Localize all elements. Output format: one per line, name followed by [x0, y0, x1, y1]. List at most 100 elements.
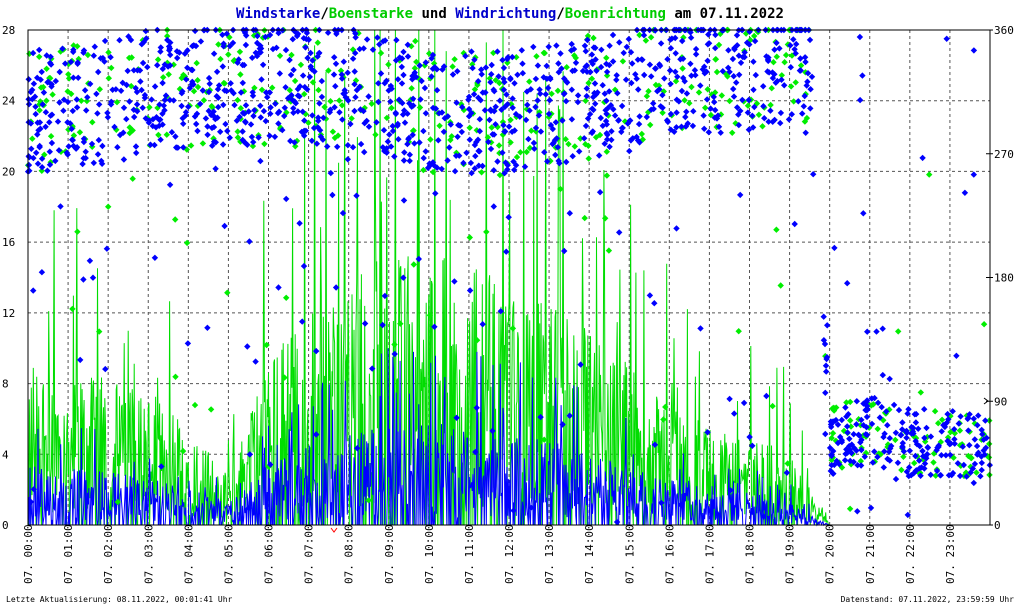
point-windrichtung: [107, 54, 114, 61]
point-windrichtung: [626, 147, 633, 155]
point-windrichtung: [454, 68, 461, 75]
point-windrichtung: [99, 54, 107, 62]
point-windrichtung: [220, 101, 227, 109]
point-windrichtung: [863, 413, 871, 421]
point-boenrichtung: [397, 320, 404, 327]
point-windrichtung: [582, 122, 590, 130]
point-boenrichtung: [337, 67, 345, 74]
point-boenrichtung: [288, 51, 295, 59]
point-windrichtung: [42, 109, 50, 116]
point-boenrichtung: [38, 167, 45, 174]
point-windrichtung: [389, 122, 396, 130]
point-windrichtung: [57, 203, 64, 210]
point-boenrichtung: [877, 451, 884, 458]
point-windrichtung: [581, 135, 588, 142]
point-boenrichtung: [660, 88, 667, 95]
point-windrichtung: [850, 431, 857, 438]
point-windrichtung: [673, 124, 680, 131]
point-boenrichtung: [194, 77, 201, 84]
point-windrichtung: [846, 446, 853, 454]
point-windrichtung: [860, 210, 867, 217]
point-windrichtung: [420, 154, 427, 162]
point-windrichtung: [745, 126, 753, 133]
point-windrichtung: [844, 423, 851, 430]
point-windrichtung: [194, 127, 201, 135]
y-left-tick-label: 12: [2, 307, 15, 320]
point-windrichtung: [400, 48, 407, 56]
point-boenrichtung: [322, 115, 330, 123]
point-windrichtung: [68, 125, 75, 133]
point-windrichtung: [657, 40, 665, 47]
point-boenrichtung: [643, 93, 651, 100]
point-windrichtung: [853, 447, 860, 454]
point-windrichtung: [978, 426, 985, 434]
point-boenrichtung: [96, 328, 103, 335]
point-windrichtung: [294, 108, 302, 115]
point-boenrichtung: [797, 62, 805, 69]
point-windrichtung: [351, 107, 358, 115]
point-windrichtung: [301, 127, 308, 134]
x-tick-label: 07. 05:00: [222, 524, 235, 584]
point-windrichtung: [222, 120, 229, 128]
point-boenrichtung: [29, 135, 36, 142]
point-windrichtung: [486, 116, 493, 124]
point-windrichtung: [101, 58, 108, 65]
point-windrichtung: [363, 36, 371, 43]
point-boenrichtung: [726, 97, 733, 105]
point-windrichtung: [516, 113, 523, 120]
point-windrichtung: [153, 114, 160, 121]
point-windrichtung: [127, 36, 135, 44]
point-windrichtung: [971, 436, 978, 443]
point-boenrichtung: [895, 328, 902, 335]
point-windrichtung: [46, 148, 53, 155]
point-windrichtung: [189, 66, 196, 74]
point-windrichtung: [908, 430, 915, 437]
point-boenrichtung: [686, 100, 693, 107]
point-windrichtung: [213, 68, 221, 75]
point-windrichtung: [46, 161, 54, 168]
point-windrichtung: [629, 135, 636, 142]
point-windrichtung: [654, 88, 661, 95]
point-windrichtung: [563, 158, 570, 166]
point-windrichtung: [283, 195, 290, 203]
point-windrichtung: [504, 55, 511, 63]
point-windrichtung: [948, 471, 955, 479]
point-boenrichtung: [695, 89, 703, 96]
point-windrichtung: [111, 123, 118, 131]
x-tick-label: 07. 19:00: [784, 524, 797, 584]
point-windrichtung: [170, 97, 177, 104]
point-windrichtung: [341, 89, 349, 97]
point-windrichtung: [854, 462, 861, 469]
point-windrichtung: [25, 119, 32, 126]
point-windrichtung: [133, 149, 140, 157]
point-windrichtung: [970, 47, 978, 54]
point-windrichtung: [618, 102, 626, 110]
point-boenrichtung: [413, 58, 420, 66]
point-windrichtung: [52, 157, 59, 165]
point-windrichtung: [156, 122, 163, 129]
x-tick-label: 07. 15:00: [623, 524, 636, 584]
point-windrichtung: [384, 138, 392, 145]
point-windrichtung: [401, 119, 409, 126]
point-windrichtung: [616, 229, 623, 236]
point-windrichtung: [514, 71, 521, 78]
point-boenrichtung: [548, 90, 555, 97]
point-windrichtung: [301, 117, 308, 124]
point-windrichtung: [471, 141, 479, 149]
point-boenrichtung: [105, 203, 112, 210]
point-windrichtung: [38, 68, 45, 76]
point-windrichtung: [435, 137, 442, 144]
point-windrichtung: [401, 107, 408, 114]
point-boenrichtung: [744, 102, 752, 109]
x-tick-label: 07. 20:00: [824, 524, 837, 584]
point-windrichtung: [159, 65, 166, 73]
point-windrichtung: [394, 120, 401, 128]
point-windrichtung: [96, 101, 103, 108]
point-windrichtung: [406, 100, 413, 107]
point-windrichtung: [899, 439, 906, 447]
point-boenrichtung: [777, 282, 784, 289]
point-boenrichtung: [659, 109, 666, 116]
point-windrichtung: [290, 66, 297, 74]
point-windrichtung: [737, 59, 745, 66]
point-windrichtung: [404, 53, 412, 60]
